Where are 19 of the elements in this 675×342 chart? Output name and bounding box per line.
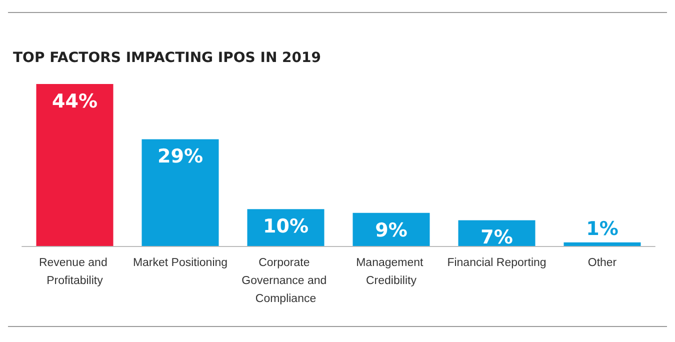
x-tick-label: Financial Reporting [447,257,546,269]
bar [36,84,114,246]
data-label: 29% [158,146,203,168]
data-label: 44% [52,90,98,112]
x-tick-label: Corporate Governance and Compliance [242,257,330,305]
bar [247,209,324,246]
x-tick-label: Management Credibility [356,257,426,287]
data-label: 9% [375,219,408,242]
x-tick-label: Other [588,257,617,269]
bar [564,242,641,246]
x-tick-label: Market Positioning [132,257,228,269]
bar [352,212,430,246]
x-tick-label: Revenue and Profitability [38,257,111,287]
chart-title: TOP FACTORS IMPACTING IPOS IN 2019 [13,50,321,66]
data-label: 1% [586,218,618,240]
data-label: 7% [480,226,513,249]
bar [458,220,536,246]
bar [142,139,219,246]
data-label: 10% [263,216,308,238]
